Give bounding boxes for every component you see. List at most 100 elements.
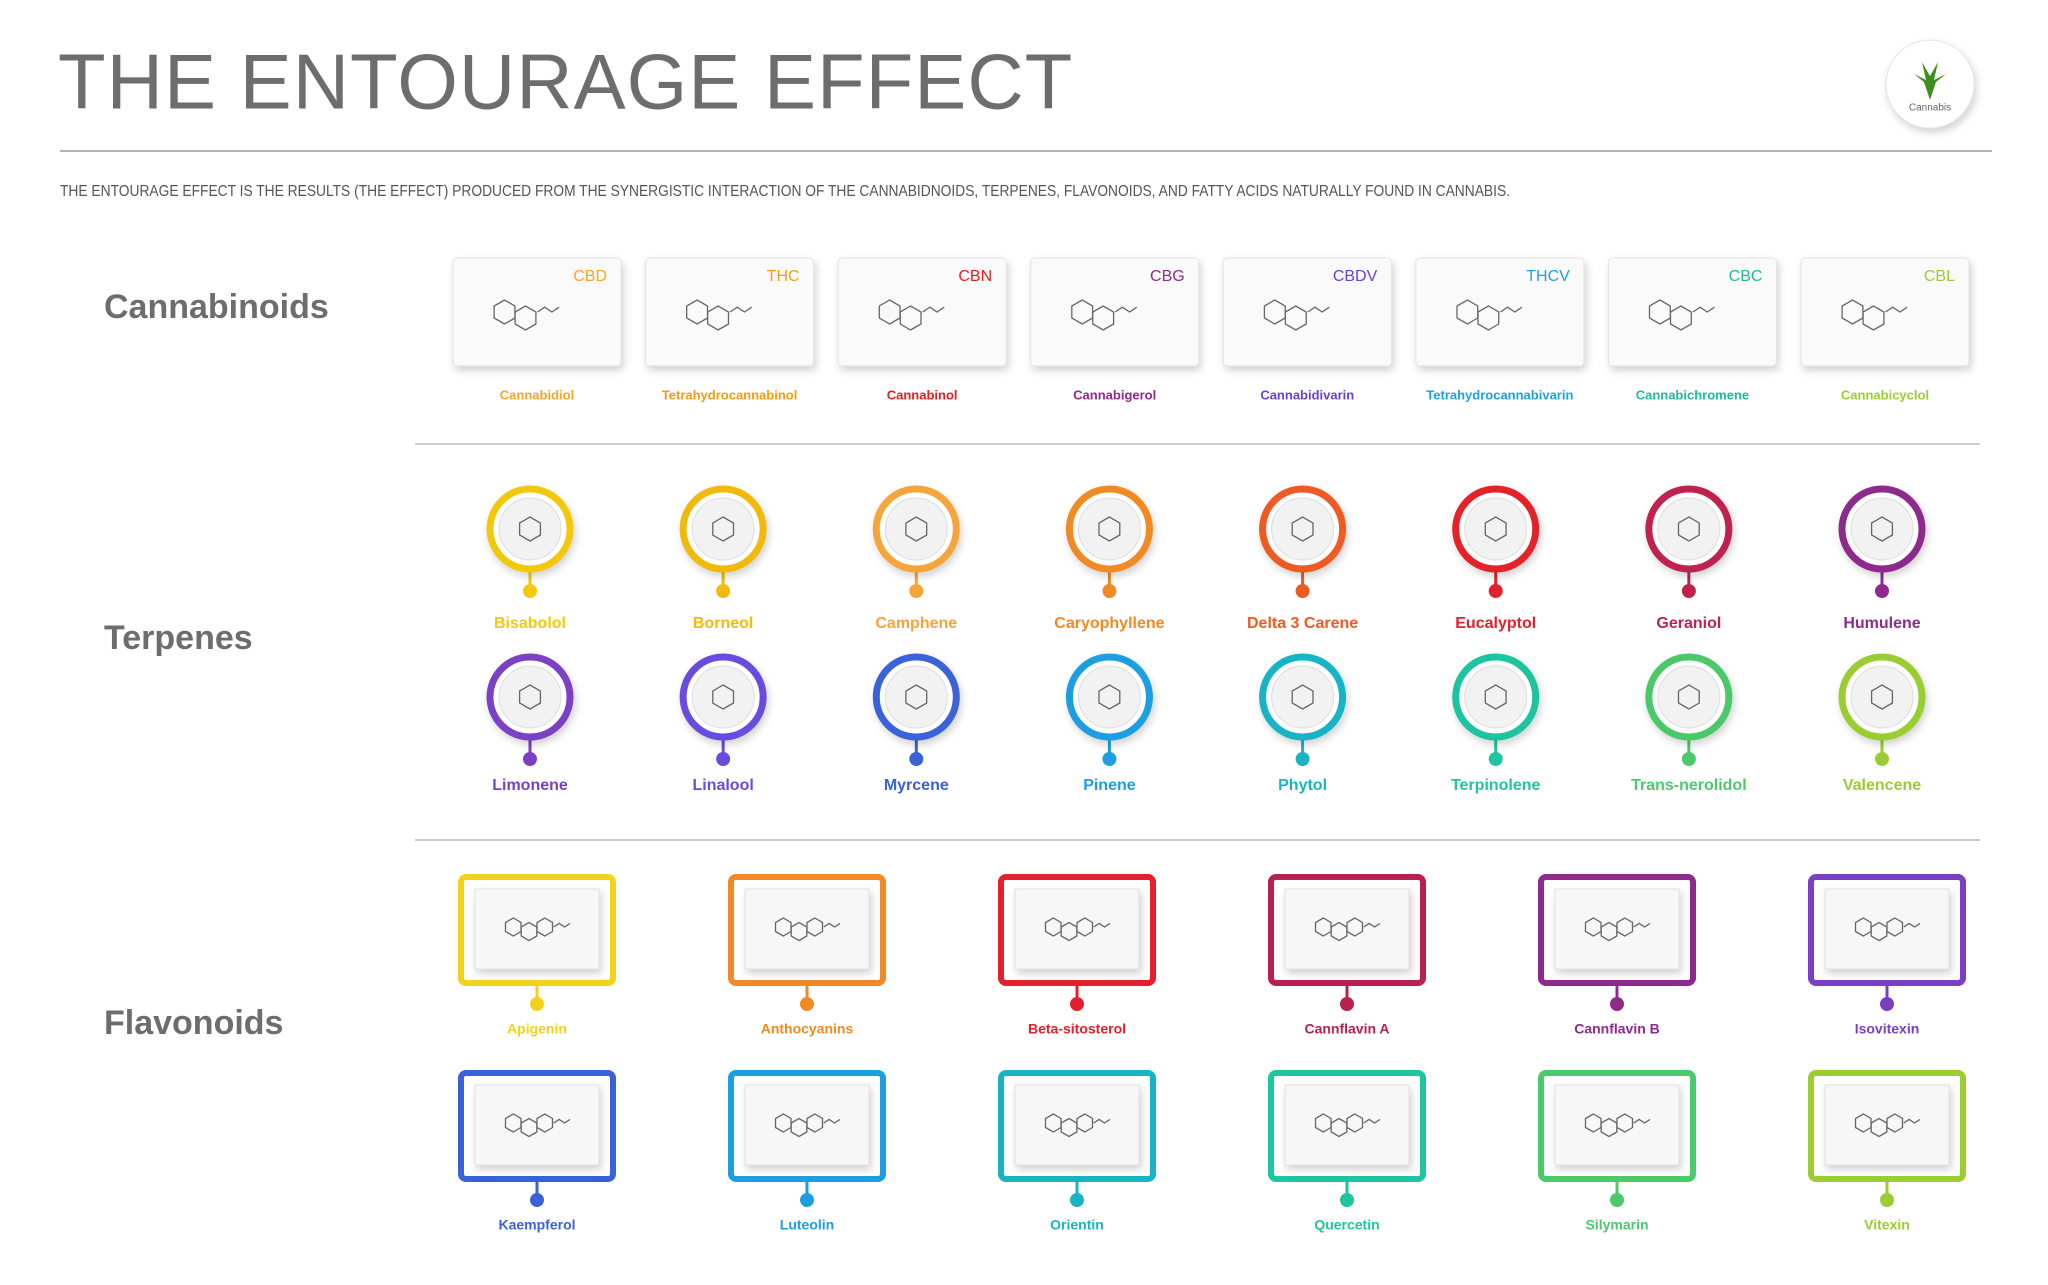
molecule <box>1584 1113 1651 1138</box>
compound-name: Cannabidiol <box>500 387 574 402</box>
pin-dot <box>530 997 544 1011</box>
terpene-inner <box>691 497 755 561</box>
terpene-inner <box>1077 665 1141 729</box>
molecule-card <box>1607 257 1777 367</box>
molecule <box>905 516 928 542</box>
pin-dot <box>1488 584 1503 598</box>
molecule <box>504 917 571 942</box>
compound-name: Cannabicyclol <box>1841 387 1929 402</box>
compound-name: Cannabinol <box>887 387 958 402</box>
molecule <box>1456 299 1523 331</box>
molecule <box>1291 684 1314 710</box>
compound-name: Cannabidivarin <box>1260 387 1354 402</box>
molecule <box>1314 1113 1381 1138</box>
section-label: Terpenes <box>104 619 253 657</box>
molecule <box>1263 299 1330 331</box>
compound-name: Cannabigerol <box>1073 387 1156 402</box>
molecule <box>1044 917 1111 942</box>
compound-name: Cannflavin A <box>1304 1021 1389 1037</box>
logo: Cannabis <box>1885 39 1975 129</box>
molecule <box>1314 917 1381 942</box>
pin-dot <box>1340 1193 1354 1207</box>
compound-name: Tetrahydrocannabinol <box>662 387 798 402</box>
abbreviation: CBC <box>1729 268 1763 285</box>
compound-name: Eucalyptol <box>1455 615 1536 632</box>
pin-dot <box>1102 584 1117 598</box>
pin-dot <box>1610 1193 1624 1207</box>
terpene-inner <box>498 497 562 561</box>
molecule <box>1854 917 1921 942</box>
compound-name: Myrcene <box>884 777 949 794</box>
terpene-inner <box>691 665 755 729</box>
pin-dot <box>1070 997 1084 1011</box>
abbreviation: CBDV <box>1333 268 1378 285</box>
compound-name: Camphene <box>875 615 957 632</box>
pin-dot <box>530 1193 544 1207</box>
molecule <box>712 516 735 542</box>
pin-dot <box>909 752 924 766</box>
pin-dot <box>1102 752 1117 766</box>
pin-dot <box>1295 752 1310 766</box>
molecule <box>1870 516 1894 542</box>
molecule-card <box>474 1084 600 1166</box>
terpene-inner <box>1850 497 1914 561</box>
molecule <box>518 516 542 542</box>
title: THE ENTOURAGE EFFECT <box>58 38 1073 126</box>
compound-name: Vitexin <box>1864 1217 1910 1233</box>
compound-name: Bisabolol <box>494 615 566 632</box>
section-label: Flavonoids <box>104 1004 283 1042</box>
pin-dot <box>716 752 731 766</box>
molecule-card <box>452 257 622 367</box>
molecule-card <box>837 257 1007 367</box>
pin-dot <box>1295 584 1310 598</box>
molecule <box>1098 516 1121 542</box>
compound-name: Cannflavin B <box>1574 1021 1660 1037</box>
terpene-inner <box>884 665 948 729</box>
abbreviation: THCV <box>1526 268 1570 285</box>
subtitle: THE ENTOURAGE EFFECT IS THE RESULTS (THE… <box>60 183 1510 200</box>
molecule <box>774 917 841 942</box>
terpene-inner <box>1077 497 1141 561</box>
pin-dot <box>523 584 537 598</box>
compound-name: Geraniol <box>1656 615 1721 632</box>
pin-dot <box>523 752 537 766</box>
pin-dot <box>1340 997 1354 1011</box>
compound-name: Orientin <box>1050 1217 1104 1233</box>
molecule <box>878 299 945 331</box>
molecule-card <box>1415 257 1585 367</box>
pin-dot <box>1880 997 1894 1011</box>
pin-dot <box>909 584 924 598</box>
compound-name: Trans-nerolidol <box>1631 777 1747 794</box>
section-label: Cannabinoids <box>104 288 329 326</box>
compound-name: Anthocyanins <box>761 1021 854 1037</box>
compound-name: Isovitexin <box>1855 1021 1920 1037</box>
terpene-inner <box>1657 497 1721 561</box>
molecule <box>1854 1113 1921 1138</box>
abbreviation: CBG <box>1150 268 1185 285</box>
molecule <box>1044 1113 1111 1138</box>
terpene-inner <box>1850 665 1914 729</box>
pin-dot <box>1681 584 1696 598</box>
compound-name: Kaempferol <box>498 1217 575 1233</box>
compound-name: Delta 3 Carene <box>1247 615 1358 632</box>
compound-name: Linalool <box>692 777 753 794</box>
compound-name: Luteolin <box>780 1217 834 1233</box>
molecule <box>712 684 735 710</box>
compound-name: Phytol <box>1278 777 1327 794</box>
compound-name: Terpinolene <box>1451 777 1541 794</box>
pin-dot <box>1875 752 1889 766</box>
molecule <box>1841 299 1908 331</box>
molecule <box>518 684 542 710</box>
compound-name: Quercetin <box>1314 1217 1379 1233</box>
terpene-inner <box>1464 665 1528 729</box>
molecule <box>1584 917 1651 942</box>
compound-name: Pinene <box>1083 777 1136 794</box>
molecule <box>1071 299 1138 331</box>
terpene-inner <box>1271 497 1335 561</box>
molecule <box>1648 299 1715 331</box>
logo-label: Cannabis <box>1909 103 1951 114</box>
compound-name: Limonene <box>492 777 568 794</box>
terpene-inner <box>1271 665 1335 729</box>
abbreviation: CBL <box>1924 268 1955 285</box>
